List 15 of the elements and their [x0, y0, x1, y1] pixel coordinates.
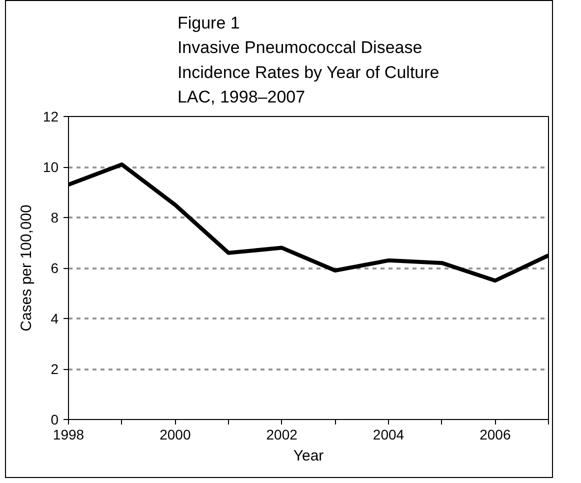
x-tick-label: 2004	[372, 426, 404, 442]
chart-title: Figure 1 Invasive Pneumococcal Disease Incidence Rates by Year of Culture LAC, 1998–2007	[177, 13, 440, 106]
x-tick-label: 2002	[266, 426, 298, 442]
x-tick-label: 1998	[52, 426, 84, 442]
x-tick-label: 2000	[160, 426, 191, 442]
y-tick-label: 12	[42, 108, 59, 124]
y-axis-title: Cases per 100,000	[18, 204, 35, 332]
y-tick-label: 0	[50, 412, 59, 428]
y-tick-label: 6	[50, 260, 59, 276]
y-tick-label: 4	[50, 310, 59, 326]
x-axis-title: Year	[293, 448, 324, 464]
y-tick-label: 10	[42, 159, 59, 175]
y-tick-label: 8	[50, 210, 59, 226]
y-tick-label: 2	[50, 361, 59, 377]
x-tick-label: 2006	[480, 426, 511, 442]
